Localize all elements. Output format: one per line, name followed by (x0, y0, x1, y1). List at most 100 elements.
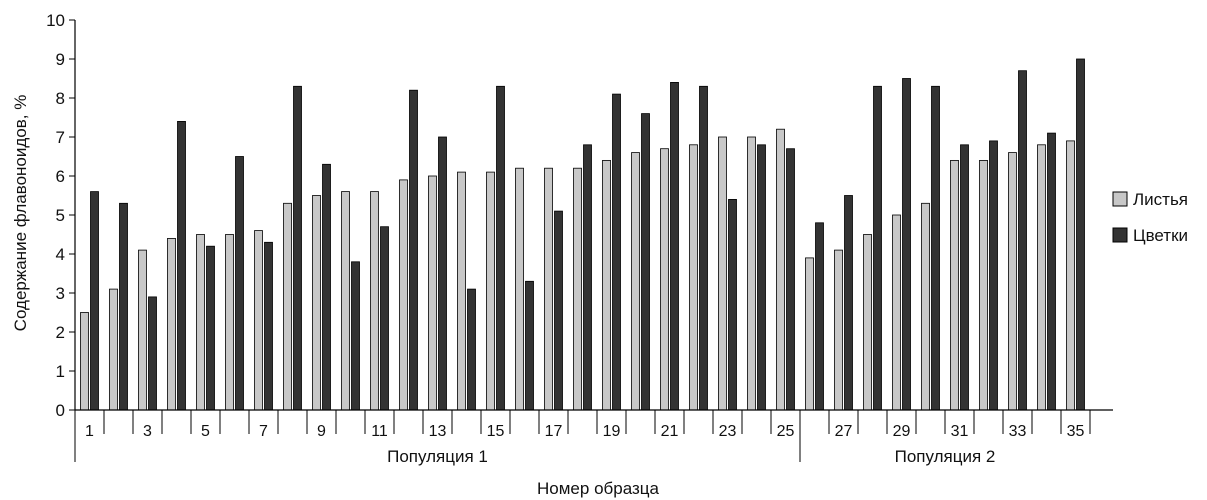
bar-flowers-31 (960, 144, 969, 411)
x-tick-label: 13 (429, 423, 447, 440)
y-tick-label: 7 (56, 128, 65, 147)
bar-leaves-18 (573, 167, 582, 411)
bar-leaves-20 (631, 152, 640, 411)
x-tick-label: 35 (1067, 423, 1085, 440)
bar-leaves-16 (515, 167, 524, 411)
bar-leaves-13 (428, 175, 437, 411)
bar-leaves-8 (283, 202, 292, 411)
x-tick-label: 1 (85, 423, 94, 440)
bar-flowers-17 (554, 210, 563, 411)
x-tick-label: 19 (603, 423, 621, 440)
bar-leaves-31 (950, 159, 959, 411)
bar-leaves-9 (312, 195, 321, 411)
x-tick-label: 21 (661, 423, 679, 440)
bar-flowers-26 (815, 222, 824, 411)
x-tick-label: 23 (719, 423, 737, 440)
bar-flowers-21 (670, 82, 679, 411)
bar-leaves-1 (80, 312, 89, 411)
x-tick-label: 15 (487, 423, 505, 440)
bar-flowers-32 (989, 140, 998, 411)
bar-leaves-21 (660, 148, 669, 411)
y-tick-label: 0 (56, 401, 65, 420)
bar-flowers-11 (380, 226, 389, 411)
bar-flowers-3 (148, 296, 157, 411)
x-tick-label: 31 (951, 423, 969, 440)
bar-leaves-35 (1066, 140, 1075, 411)
bar-flowers-13 (438, 136, 447, 411)
bar-leaves-30 (921, 202, 930, 411)
y-tick-label: 8 (56, 89, 65, 108)
bar-leaves-34 (1037, 144, 1046, 411)
x-tick-label: 29 (893, 423, 911, 440)
bar-leaves-14 (457, 171, 466, 411)
bar-leaves-23 (718, 136, 727, 411)
x-tick-label: 25 (777, 423, 795, 440)
bar-leaves-6 (225, 234, 234, 411)
bar-leaves-11 (370, 191, 379, 411)
bar-leaves-3 (138, 249, 147, 411)
group-brackets: Популяция 1 Популяция 2 (74, 410, 1091, 466)
legend-swatch-leaves (1112, 191, 1128, 207)
bar-flowers-35 (1076, 58, 1085, 411)
bar-flowers-24 (757, 144, 766, 411)
legend: Листья Цветки (1112, 190, 1188, 245)
bar-flowers-15 (496, 85, 505, 411)
bar-flowers-12 (409, 89, 418, 411)
bar-leaves-25 (776, 128, 785, 411)
bar-leaves-28 (863, 234, 872, 411)
axes (74, 20, 1113, 411)
bar-flowers-5 (206, 245, 215, 411)
legend-swatch-flowers (1112, 227, 1128, 243)
y-tick-label: 10 (46, 11, 65, 30)
bar-flowers-8 (293, 85, 302, 411)
bar-leaves-27 (834, 249, 843, 411)
bar-flowers-27 (844, 195, 853, 411)
y-tick-label: 1 (56, 362, 65, 381)
x-tick-label: 17 (545, 423, 563, 440)
bar-flowers-33 (1018, 70, 1027, 411)
bar-flowers-7 (264, 241, 273, 411)
legend-label-flowers: Цветки (1133, 226, 1188, 245)
bar-leaves-12 (399, 179, 408, 411)
x-tick-label: 7 (259, 423, 268, 440)
group-label-1: Популяция 1 (387, 447, 488, 466)
bar-flowers-10 (351, 261, 360, 411)
bar-leaves-33 (1008, 152, 1017, 411)
x-tick-label: 11 (371, 423, 388, 440)
y-axis-ticks: 0 1 2 3 4 5 6 7 8 9 10 (46, 11, 75, 420)
bar-leaves-22 (689, 144, 698, 411)
y-tick-label: 6 (56, 167, 65, 186)
bar-flowers-4 (177, 121, 186, 411)
y-tick-label: 4 (56, 245, 65, 264)
bar-flowers-25 (786, 148, 795, 411)
bar-leaves-17 (544, 167, 553, 411)
bar-flowers-18 (583, 144, 592, 411)
x-tick-label: 33 (1009, 423, 1027, 440)
x-axis-ticks: 1 3 5 7 9 11 13 15 17 19 21 23 25 27 29 31 33 35 (74, 410, 1091, 440)
y-tick-label: 5 (56, 206, 65, 225)
y-tick-label: 3 (56, 284, 65, 303)
bar-flowers-23 (728, 198, 737, 411)
bar-flowers-30 (931, 85, 940, 411)
bar-flowers-6 (235, 156, 244, 411)
bar-flowers-29 (902, 78, 911, 411)
bar-flowers-34 (1047, 132, 1056, 411)
bar-leaves-7 (254, 230, 263, 411)
bar-leaves-29 (892, 214, 901, 411)
bar-leaves-24 (747, 136, 756, 411)
x-tick-label: 3 (143, 423, 152, 440)
y-tick-label: 2 (56, 323, 65, 342)
bar-flowers-16 (525, 280, 534, 411)
bar-flowers-9 (322, 163, 331, 411)
bar-leaves-26 (805, 257, 814, 411)
bar-flowers-22 (699, 85, 708, 411)
bar-leaves-5 (196, 234, 205, 411)
bars-layer (80, 58, 1085, 411)
bar-leaves-4 (167, 237, 176, 411)
x-tick-label: 5 (201, 423, 210, 440)
y-axis-label: Содержание флавоноидов, % (11, 95, 30, 332)
legend-label-leaves: Листья (1133, 190, 1188, 209)
bar-flowers-2 (119, 202, 128, 411)
x-tick-label: 9 (317, 423, 326, 440)
x-tick-label: 27 (835, 423, 853, 440)
